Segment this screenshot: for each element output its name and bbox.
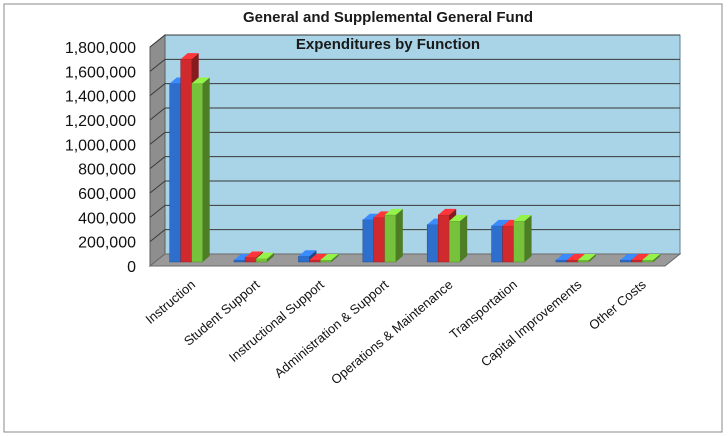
y-tick-label: 0 [127,259,136,276]
bar-top [298,250,317,257]
bar-side [202,77,210,262]
bar-front [362,219,375,263]
bar-top [384,208,403,215]
y-axis-ticks: 0 200,000 400,000 600,000 800,000 1,000,000 1,… [65,40,136,276]
y-tick-label: 1,000,000 [65,137,136,154]
bar-front [180,58,192,263]
bar-front [191,83,203,263]
bar-front [426,224,439,263]
bar-side [460,214,468,262]
gridline [149,156,680,170]
plot-area [148,33,682,268]
bar-front [309,259,321,263]
bar-front [255,258,268,263]
bar [191,77,210,263]
bar-top [513,214,532,221]
y-tick-label: 200,000 [78,235,136,252]
bar-front [169,83,181,263]
bar-top [245,251,264,258]
back-wall [164,34,681,255]
gridline [149,83,680,97]
bar [577,254,596,263]
bar-front [502,225,514,263]
bar-side [267,252,275,262]
bar-front [244,257,257,263]
bar-top [491,219,510,226]
bar-side [588,254,596,262]
bar-top [642,254,661,260]
bar-front [298,256,310,263]
bar-front [566,259,579,263]
bar-front [513,220,525,263]
bar [513,214,532,263]
bar-top [577,254,596,260]
gridline [149,58,680,72]
bar-front [642,259,654,263]
bar-front [373,217,386,263]
bar [320,254,339,263]
gridlines [149,34,680,243]
bar-front [555,259,568,263]
gridline [149,204,680,218]
bar-top [191,77,210,84]
bar-front [577,259,590,263]
bar-top [438,208,457,215]
bars [169,53,661,263]
bar [642,254,661,263]
gridline [149,34,680,48]
bar-top [631,254,650,260]
y-tick-label: 600,000 [78,186,136,203]
bar-top [566,254,585,260]
bar [255,252,275,263]
y-tick-label: 800,000 [78,162,136,179]
gridline [149,180,680,194]
chart-title: General and Supplemental General Fund [243,9,533,26]
y-tick-label: 400,000 [78,210,136,227]
bar-front [631,259,643,263]
bar-top [620,254,639,260]
bar-side [395,208,403,262]
bar [448,214,468,263]
bar-top [555,254,574,260]
bar-front [437,214,450,263]
bar-front [320,259,332,263]
bar-front [384,214,397,263]
floor [148,253,682,267]
bar-top [256,252,275,259]
bar-front [448,220,461,263]
bar-side [653,254,661,262]
y-tick-label: 1,800,000 [65,40,136,57]
bar-top [449,214,468,221]
bar [384,208,403,263]
gridline [149,107,680,121]
bar-side [331,254,339,262]
bar-top [320,254,339,260]
bar-front [233,259,246,263]
gridline [149,131,680,145]
y-tick-label: 1,600,000 [65,64,136,81]
chart-subtitle: Expenditures by Function [296,36,480,53]
bar-side [524,214,532,262]
bar-front [491,225,503,263]
y-tick-label: 1,400,000 [65,89,136,106]
y-tick-label: 1,200,000 [65,113,136,130]
bar-front [620,259,632,263]
bar-top [180,53,199,60]
bar-top [309,254,328,260]
